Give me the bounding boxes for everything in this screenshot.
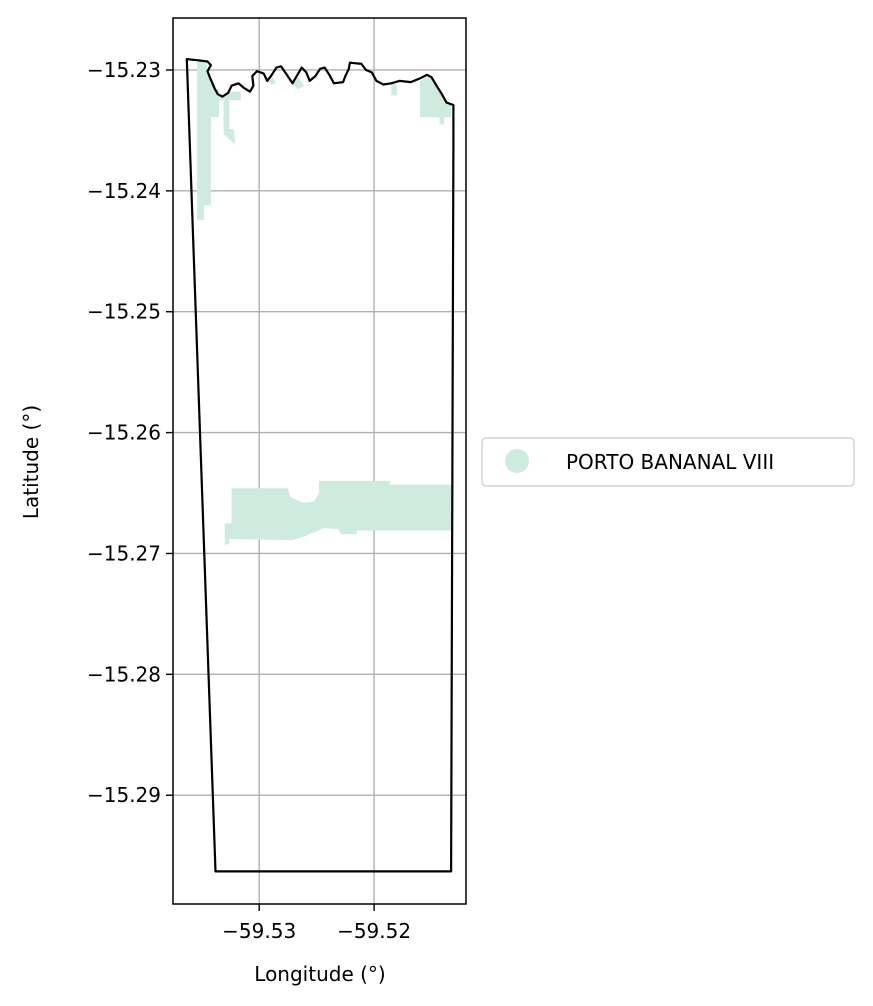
legend-marker-circle-icon bbox=[505, 449, 529, 473]
y-tick-label: −15.28 bbox=[87, 662, 161, 686]
map-layers bbox=[185, 58, 455, 873]
y-tick-label: −15.23 bbox=[87, 58, 161, 82]
axes-frame bbox=[172, 17, 467, 905]
legend-entry-label: PORTO BANANAL VIII bbox=[566, 450, 774, 474]
parcel-polygon bbox=[420, 77, 452, 125]
x-axis-title: Longitude (°) bbox=[254, 962, 385, 986]
property-boundary bbox=[185, 58, 455, 873]
parcel-polygon bbox=[224, 480, 452, 545]
y-axis-title: Latitude (°) bbox=[19, 405, 43, 519]
y-tick-label: −15.29 bbox=[87, 783, 161, 807]
parcel-polygon bbox=[187, 60, 241, 220]
y-tick-label: −15.25 bbox=[87, 300, 161, 324]
parcel-polygon bbox=[391, 84, 398, 96]
legend-frame bbox=[481, 437, 855, 487]
legend: PORTO BANANAL VIII bbox=[481, 437, 855, 487]
y-tick-label: −15.27 bbox=[87, 541, 161, 565]
x-tick-label: −59.53 bbox=[222, 919, 296, 943]
x-tick-label: −59.52 bbox=[337, 919, 411, 943]
y-tick-label: −15.26 bbox=[87, 421, 161, 445]
parcel-polygon bbox=[267, 76, 277, 85]
axis-ticks: −59.53 −59.52 −15.23 −15.24 −15.25 −15.26 −15.… bbox=[87, 58, 411, 943]
parcel-polygon bbox=[292, 77, 304, 90]
y-tick-label: −15.24 bbox=[87, 179, 161, 203]
